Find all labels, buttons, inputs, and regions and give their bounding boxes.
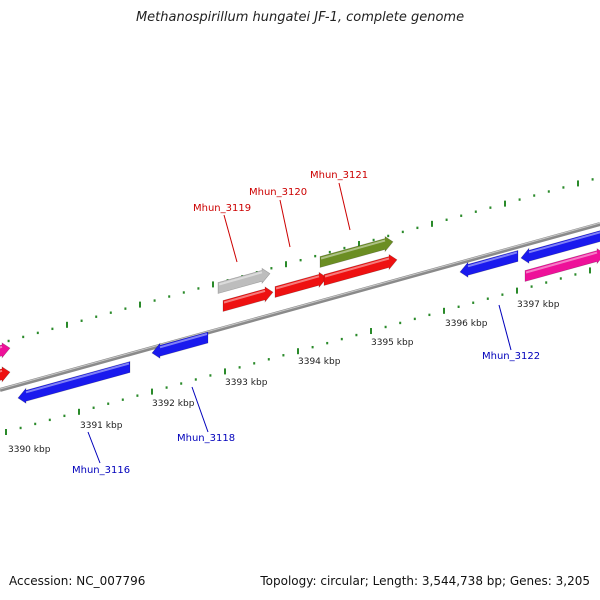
gene-arrow[interactable] — [0, 342, 11, 359]
label-connector-line — [223, 214, 238, 263]
inner-tick-track — [5, 267, 591, 435]
outer-tick-track — [7, 178, 594, 343]
label-connectors — [87, 182, 512, 464]
gene-label-reverse[interactable]: Mhun_3122 — [482, 351, 540, 362]
gene-arrow-mhun-3120[interactable] — [274, 271, 328, 298]
label-connector-line — [279, 199, 291, 248]
gene-arrow-mhun-3121-red[interactable] — [323, 253, 398, 286]
kbp-label: 3391 kbp — [80, 421, 123, 431]
gene-arrow-mhun-3118-highlight — [159, 333, 208, 349]
gene-label-reverse[interactable]: Mhun_3118 — [177, 433, 235, 444]
gene-arrow-mhun-3116[interactable] — [17, 361, 131, 404]
genome-backbone — [0, 222, 600, 392]
genome-backbone-highlight — [0, 222, 600, 390]
kbp-label: 3390 kbp — [8, 445, 51, 455]
gene-arrow-mhun-3119-highlight — [223, 289, 266, 304]
gene-arrow[interactable] — [0, 366, 11, 383]
label-connector-line — [338, 182, 351, 231]
kbp-label: 3396 kbp — [445, 319, 488, 329]
gene-arrow-mhun-3119[interactable] — [222, 286, 274, 312]
gene-arrow-highlight — [525, 251, 598, 274]
kbp-label: 3395 kbp — [371, 338, 414, 348]
accession-text: Accession: NC_007796 — [9, 574, 146, 588]
gene-arrow-mhun-3122-highlight — [467, 251, 518, 268]
gene-arrow[interactable] — [524, 248, 600, 282]
gene-arrow-mhun-3119-grey[interactable] — [217, 267, 271, 294]
gene-arrow-mhun-3121[interactable] — [319, 235, 394, 268]
kbp-label: 3394 kbp — [298, 357, 341, 367]
gene-arrow-mhun-3121-red-highlight — [324, 257, 390, 278]
gene-arrow[interactable] — [520, 229, 600, 264]
map-title: Methanospirillum hungatei JF-1, complete… — [135, 10, 465, 25]
gene-arrow-mhun-3120-highlight — [275, 275, 320, 290]
label-connector-line — [87, 431, 101, 464]
gene-features — [0, 229, 600, 404]
gene-arrow-mhun-3116-highlight — [25, 362, 130, 394]
gene-arrow-mhun-3121-highlight — [320, 239, 386, 260]
gene-arrow-highlight — [528, 231, 600, 254]
label-connector-line — [498, 304, 512, 351]
gene-arrow-mhun-3118[interactable] — [151, 331, 209, 359]
gene-label-forward[interactable]: Mhun_3121 — [310, 170, 368, 181]
gene-arrow-mhun-3119-grey-highlight — [218, 271, 263, 286]
kbp-label: 3397 kbp — [517, 300, 560, 310]
gene-label-forward[interactable]: Mhun_3120 — [249, 187, 307, 198]
gene-arrow-highlight — [0, 369, 3, 373]
kbp-label: 3393 kbp — [225, 378, 268, 388]
gene-arrow-mhun-3122[interactable] — [459, 250, 519, 278]
gene-label-reverse[interactable]: Mhun_3116 — [72, 465, 130, 476]
gene-arrow-highlight — [0, 345, 3, 349]
gene-label-forward[interactable]: Mhun_3119 — [193, 203, 251, 214]
label-connector-line — [191, 386, 209, 433]
kbp-label: 3392 kbp — [152, 399, 195, 409]
genome-summary-text: Topology: circular; Length: 3,544,738 bp… — [260, 574, 590, 588]
